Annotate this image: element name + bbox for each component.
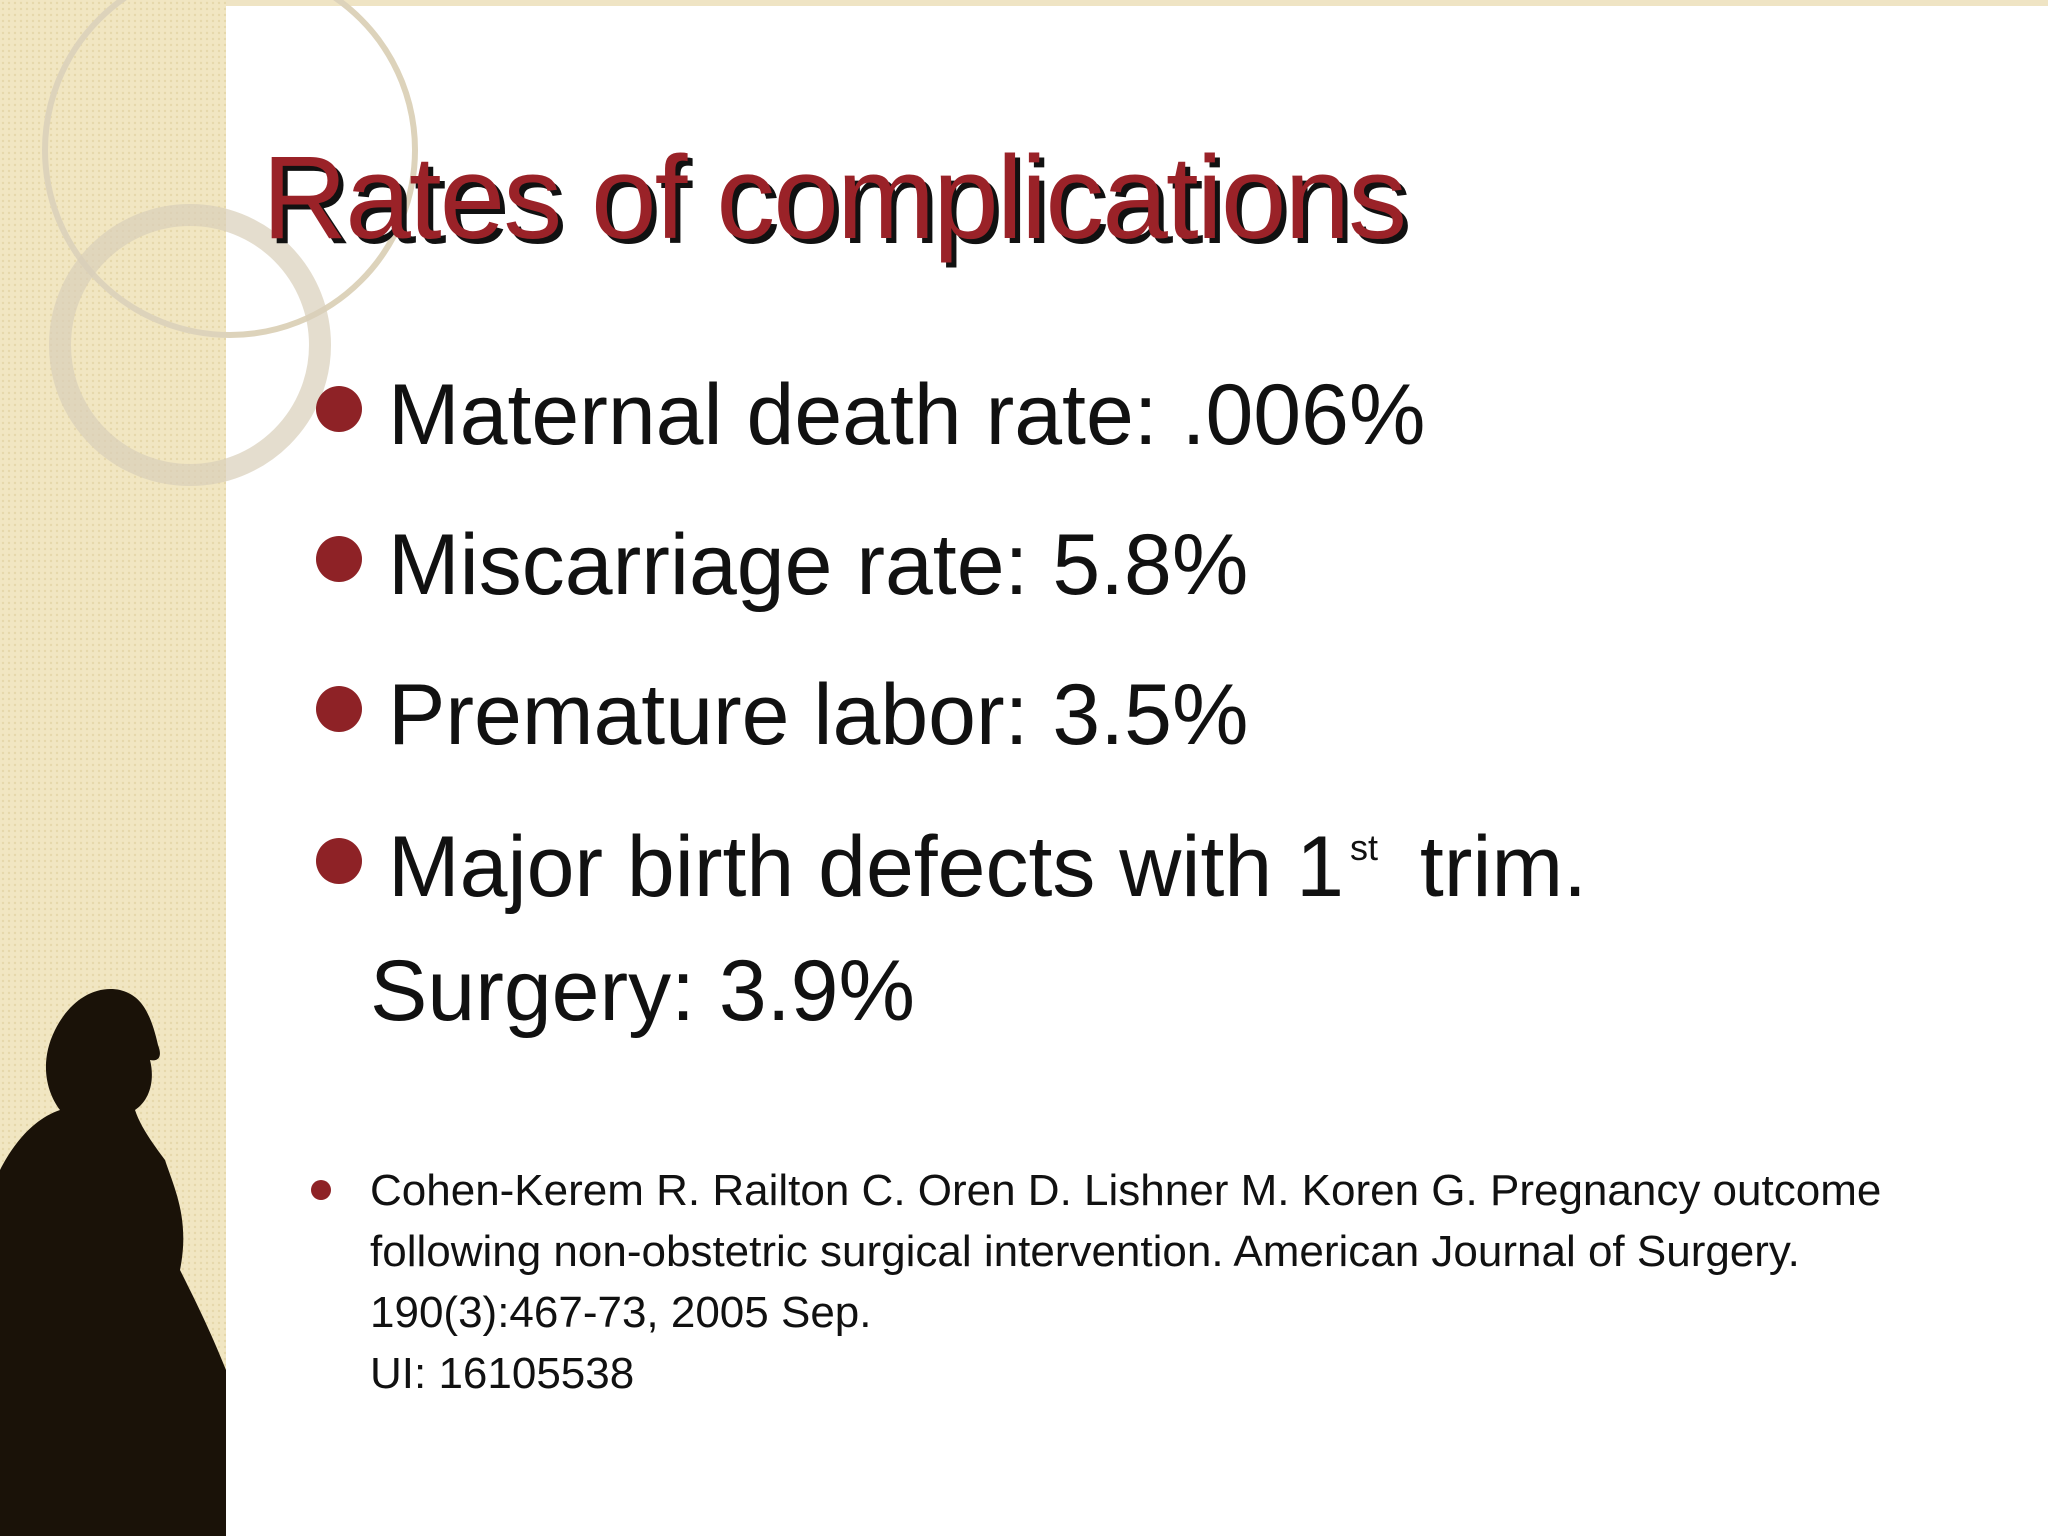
reference-line: 190(3):467-73, 2005 Sep.: [370, 1288, 872, 1337]
reference-line: Cohen-Kerem R. Railton C. Oren D. Lishne…: [370, 1166, 1882, 1215]
bullet-dot: [316, 536, 362, 582]
decor-circle: [42, 0, 418, 338]
bullet-text: Major birth defects with 1: [388, 819, 1344, 915]
bullet: Maternal death rate: .006%: [316, 372, 1425, 458]
bullet: Premature labor: 3.5%: [316, 672, 1248, 758]
reference: Cohen-Kerem R. Railton C. Oren D. Lishne…: [311, 1160, 1882, 1404]
bullet-text: Premature labor: 3.5%: [388, 667, 1249, 763]
top-edge: [226, 0, 2048, 6]
reference-line: UI: 16105538: [370, 1349, 635, 1398]
bullet-text: Maternal death rate: .006%: [388, 367, 1426, 463]
bullet-text: trim.: [1395, 819, 1588, 915]
silhouette: [0, 989, 226, 1536]
bullet-dot: [316, 838, 362, 884]
bullet-dot: [311, 1180, 331, 1200]
bullet-text: Miscarriage rate: 5.8%: [388, 517, 1249, 613]
title: Rates of complications: [262, 132, 1407, 264]
reference-line: following non-obstetric surgical interve…: [370, 1227, 1800, 1276]
bullet-text: Surgery: 3.9%: [370, 943, 915, 1039]
bullet-dot: [316, 386, 362, 432]
bullet: Miscarriage rate: 5.8%: [316, 522, 1248, 608]
bullet-dot: [316, 686, 362, 732]
decor-circle: [49, 204, 331, 486]
superscript: st: [1349, 827, 1378, 868]
